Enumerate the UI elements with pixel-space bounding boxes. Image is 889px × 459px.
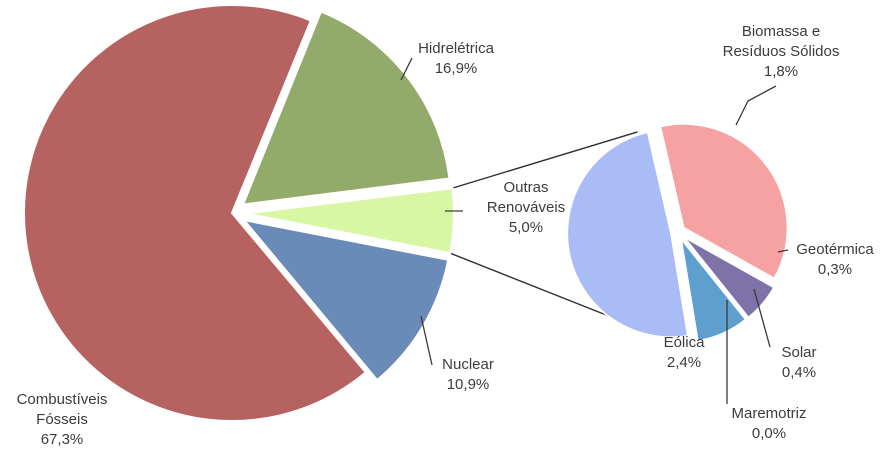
label-text-solar: Solar <box>781 344 816 361</box>
label-text-geotermica: Geotérmica <box>796 241 874 258</box>
value-label-outras: 5,0% <box>509 219 543 236</box>
value-label-eolica: 2,4% <box>667 354 701 371</box>
value-label-solar: 0,4% <box>782 364 816 381</box>
label-text-biomassa: Biomassa e <box>742 23 820 40</box>
label-text-maremotriz: Maremotriz <box>731 405 806 422</box>
value-label-nuclear: 10,9% <box>447 376 490 393</box>
slice-solar <box>679 234 748 343</box>
label-text-combustiveis: Fósseis <box>36 411 88 428</box>
value-label-maremotriz: 0,0% <box>752 425 786 442</box>
label-biomassa: Biomassa e Resíduos Sólidos 1,8% <box>723 23 840 80</box>
label-text-outras: Outras <box>503 179 548 196</box>
breakdown-pie <box>566 122 789 343</box>
label-text-outras: Renováveis <box>487 199 565 216</box>
label-text-eolica: Eólica <box>664 334 706 351</box>
label-text-hidreletrica: Hidrelétrica <box>418 40 495 57</box>
value-label-combustiveis: 67,3% <box>41 431 84 448</box>
label-solar: Solar 0,4% <box>781 344 816 381</box>
leader-hidreletrica <box>400 57 413 81</box>
slice-labels: Combustíveis Fósseis 67,3% Hidrelétrica 16,9… <box>17 23 875 448</box>
slice-geotermica <box>682 235 776 320</box>
label-text-biomassa: Resíduos Sólidos <box>723 43 840 60</box>
leader-nuclear <box>420 315 433 366</box>
connector-bottom <box>449 252 612 318</box>
connector-top <box>452 131 638 189</box>
label-geotermica: Geotérmica 0,3% <box>796 241 874 278</box>
slice-combustiveis <box>23 4 368 422</box>
label-eolica: Eólica 2,4% <box>664 334 706 371</box>
leader-geotermica <box>777 249 789 253</box>
leader-biomassa <box>735 85 777 126</box>
label-nuclear: Nuclear 10,9% <box>442 356 494 393</box>
slice-biomassa <box>659 122 789 280</box>
value-label-hidreletrica: 16,9% <box>435 60 478 77</box>
leader-solar <box>753 288 771 348</box>
leader-lines <box>400 57 789 404</box>
label-text-nuclear: Nuclear <box>442 356 494 373</box>
label-hidreletrica: Hidrelétrica 16,9% <box>418 40 495 77</box>
label-maremotriz: Maremotriz 0,0% <box>731 405 806 442</box>
slice-outras <box>245 187 455 255</box>
value-label-biomassa: 1,8% <box>764 63 798 80</box>
value-label-geotermica: 0,3% <box>818 261 852 278</box>
label-combustiveis: Combustíveis Fósseis 67,3% <box>17 391 108 448</box>
label-text-combustiveis: Combustíveis <box>17 391 108 408</box>
slice-hidreletrica <box>241 10 451 206</box>
breakdown-connectors <box>449 131 638 318</box>
main-pie <box>23 4 455 422</box>
slice-eolica <box>566 130 690 339</box>
label-outras: Outras Renováveis 5,0% <box>487 179 565 236</box>
